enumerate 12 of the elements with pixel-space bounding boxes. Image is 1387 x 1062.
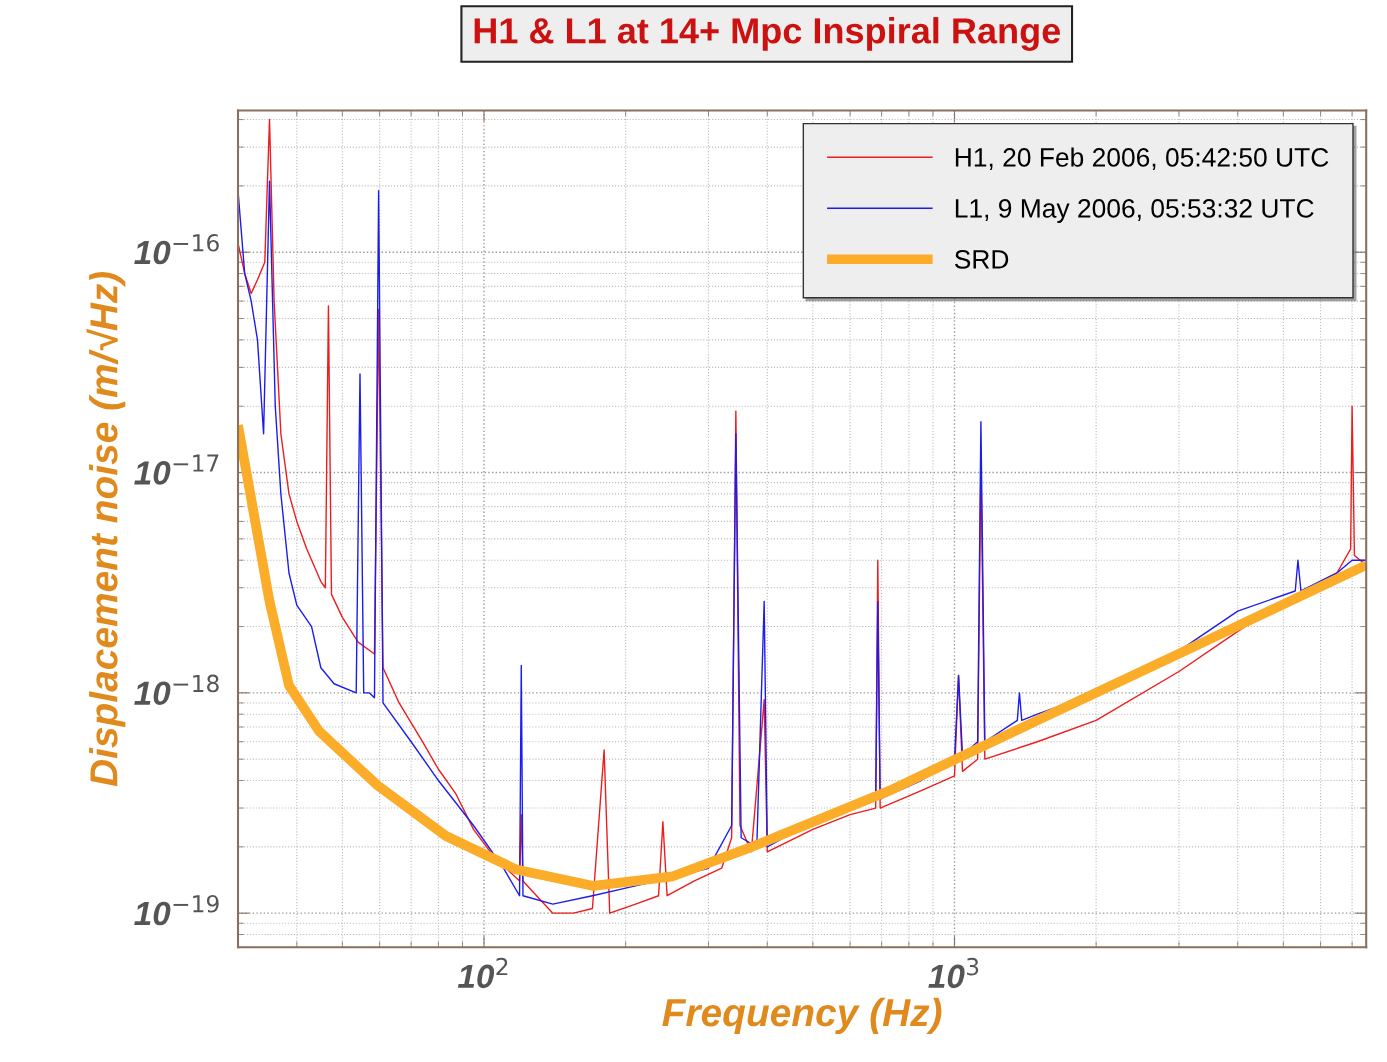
y-tick-label: 10$^{−18}$ (134, 674, 219, 706)
y-tick-label: 10$^{−17}$ (134, 454, 219, 485)
legend-label: SRD (954, 250, 1009, 269)
y-tick-label: 10$^{−19}$ (134, 894, 219, 926)
x-axis-title: Frequency (Hz) (662, 997, 942, 1035)
y-tick-label: 10$^{−16}$ (134, 233, 219, 265)
x-tick-label: 10$^{3}$ (928, 957, 979, 989)
legend-label: L1, 9 May 2006, 05:53:32 UTC (955, 199, 1314, 223)
y-axis-title: Displacement noise (m/√Hz) (86, 271, 126, 787)
legend-label: H1, 20 Feb 2006, 05:42:50 UTC (955, 147, 1329, 170)
x-tick-label: 10$^{2}$ (457, 957, 508, 989)
chart-title: H1 & L1 at 14+ Mpc Inspiral Range (474, 17, 1061, 51)
